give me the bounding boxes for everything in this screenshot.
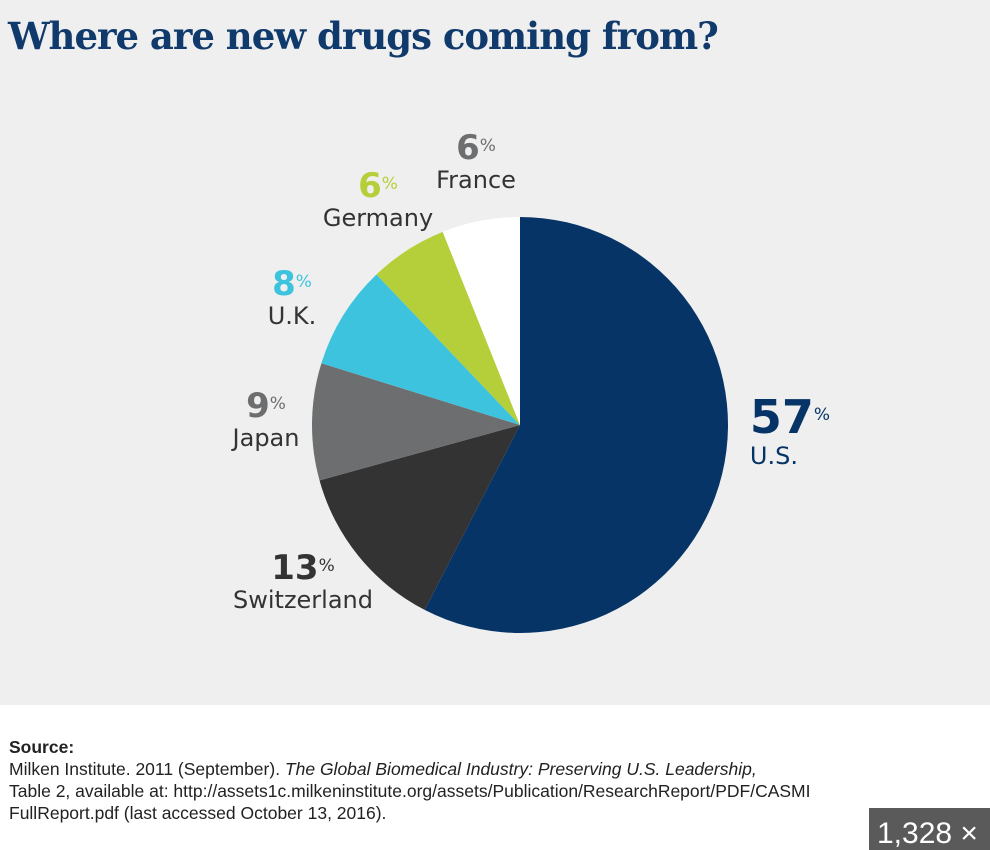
pie-slice-uk (321, 274, 520, 425)
image-size-badge: 1,328 × (869, 808, 990, 850)
slice-label: 6% Germany (323, 168, 433, 232)
pie-slice-japan (312, 363, 520, 481)
slice-label: 57% U.S. (750, 392, 830, 470)
source-title: The Global Biomedical Industry: Preservi… (284, 759, 757, 779)
chart-title: Where are new drugs coming from? (8, 14, 719, 58)
slice-name: U.S. (749, 442, 798, 470)
pie-slice-france (442, 217, 520, 425)
slice-percent: 13% (271, 548, 335, 588)
slice-label: 9% Japan (233, 388, 300, 452)
slice-name: Switzerland (233, 586, 373, 614)
source-citation: Source: Milken Institute. 2011 (Septembe… (9, 736, 811, 824)
source-access: FullReport.pdf (last accessed October 13… (9, 803, 387, 823)
slice-percent: 9% (246, 386, 286, 426)
slice-name: France (436, 166, 516, 194)
pie-slice-germany (376, 231, 520, 425)
pie-slice-switzerland (319, 425, 520, 610)
slice-percent: 6% (456, 128, 496, 168)
slice-percent: 6% (358, 166, 398, 206)
pie-chart (312, 217, 729, 633)
pie-slice-us (424, 217, 729, 633)
slice-label: 6% France (436, 130, 516, 194)
slice-name: Japan (232, 424, 300, 452)
source-url: Table 2, available at: http://assets1c.m… (9, 781, 811, 801)
slice-percent: 8% (272, 264, 312, 304)
slice-percent: 57% (749, 390, 831, 444)
slice-name: U.K. (267, 302, 317, 330)
slice-label: 8% U.K. (268, 266, 317, 330)
slice-name: Germany (322, 204, 434, 232)
source-text: Milken Institute. 2011 (September). (9, 759, 285, 779)
slice-label: 13% Switzerland (233, 550, 373, 614)
source-heading: Source: (9, 737, 75, 757)
